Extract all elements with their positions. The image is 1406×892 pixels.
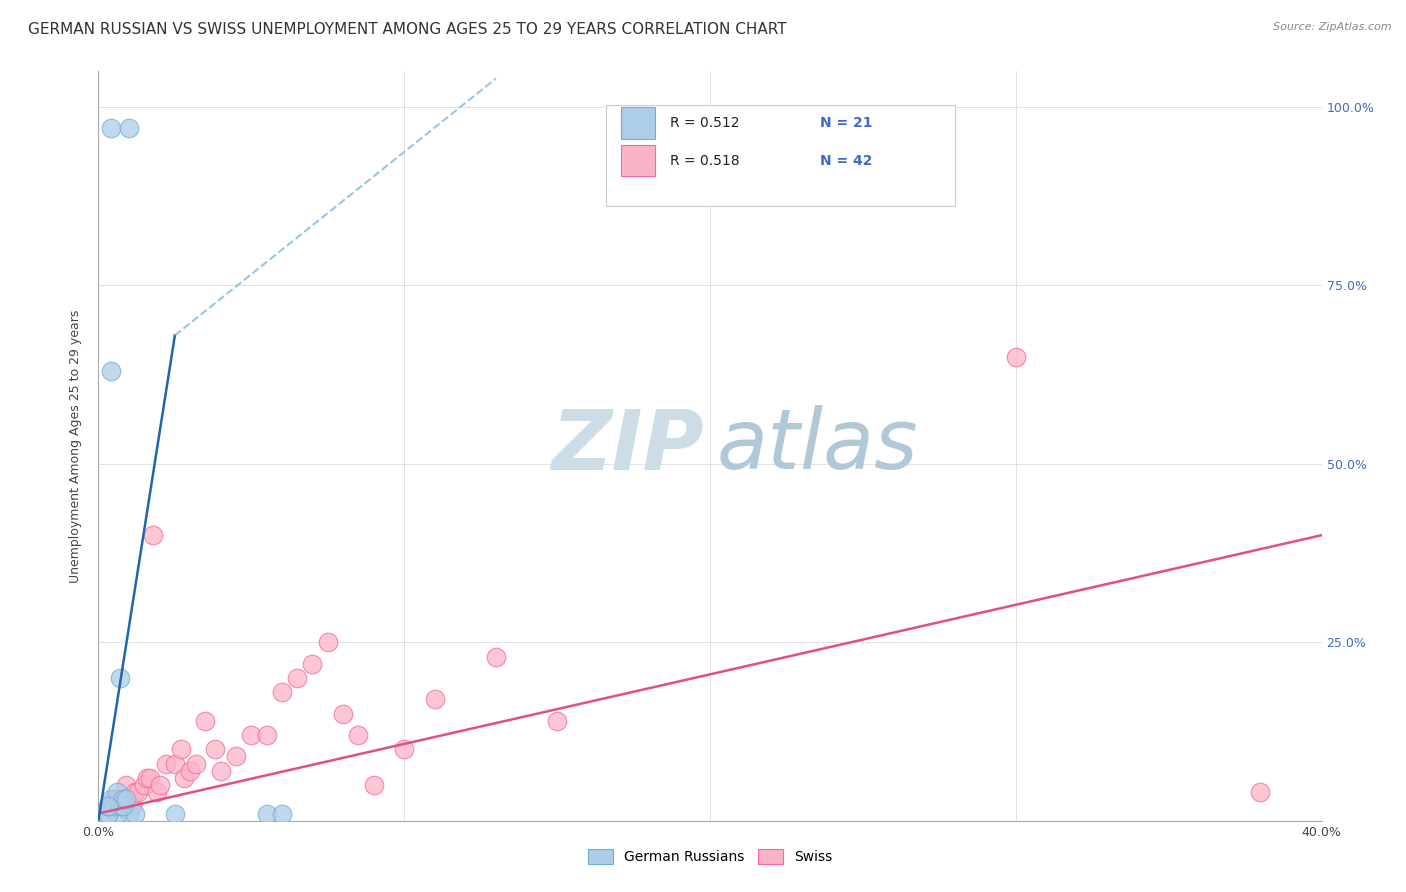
Point	[124, 806, 146, 821]
Point	[423, 692, 446, 706]
Point	[332, 706, 354, 721]
Point	[118, 806, 141, 821]
Point	[100, 792, 122, 806]
Point	[209, 764, 232, 778]
Point	[363, 778, 385, 792]
Point	[139, 771, 162, 785]
Point	[103, 799, 125, 814]
FancyBboxPatch shape	[606, 105, 955, 206]
Point	[256, 728, 278, 742]
Point	[256, 806, 278, 821]
Point	[108, 671, 131, 685]
Point	[136, 771, 159, 785]
Point	[270, 685, 292, 699]
Point	[179, 764, 201, 778]
Point	[111, 799, 134, 814]
Text: Source: ZipAtlas.com: Source: ZipAtlas.com	[1274, 22, 1392, 32]
Text: atlas: atlas	[716, 406, 918, 486]
Legend: German Russians, Swiss: German Russians, Swiss	[582, 844, 838, 870]
Point	[121, 799, 143, 814]
Point	[115, 792, 138, 806]
Point	[111, 792, 134, 806]
Point	[270, 806, 292, 821]
Point	[225, 749, 247, 764]
Point	[118, 792, 141, 806]
Text: ZIP: ZIP	[551, 406, 704, 486]
Point	[97, 799, 120, 814]
Point	[97, 806, 120, 821]
Point	[97, 806, 120, 821]
Text: N = 42: N = 42	[820, 153, 873, 168]
Point	[163, 756, 186, 771]
Point	[186, 756, 208, 771]
Point	[173, 771, 195, 785]
Point	[100, 364, 122, 378]
Point	[170, 742, 193, 756]
Text: GERMAN RUSSIAN VS SWISS UNEMPLOYMENT AMONG AGES 25 TO 29 YEARS CORRELATION CHART: GERMAN RUSSIAN VS SWISS UNEMPLOYMENT AMO…	[28, 22, 787, 37]
Point	[105, 792, 128, 806]
Point	[546, 714, 568, 728]
Y-axis label: Unemployment Among Ages 25 to 29 years: Unemployment Among Ages 25 to 29 years	[69, 310, 83, 582]
Point	[1249, 785, 1271, 799]
FancyBboxPatch shape	[620, 107, 655, 139]
Point	[97, 799, 120, 814]
Point	[155, 756, 177, 771]
Point	[149, 778, 172, 792]
Point	[204, 742, 226, 756]
Point	[347, 728, 370, 742]
Text: R = 0.512: R = 0.512	[669, 116, 740, 130]
Point	[145, 785, 167, 799]
Point	[108, 799, 131, 814]
Point	[301, 657, 323, 671]
Point	[108, 799, 131, 814]
Point	[105, 806, 128, 821]
Point	[163, 806, 186, 821]
Point	[97, 799, 120, 814]
Point	[1004, 350, 1026, 364]
Text: N = 21: N = 21	[820, 116, 873, 130]
Point	[316, 635, 339, 649]
Point	[194, 714, 217, 728]
Text: R = 0.518: R = 0.518	[669, 153, 740, 168]
Point	[240, 728, 263, 742]
Point	[100, 799, 122, 814]
FancyBboxPatch shape	[620, 145, 655, 177]
Point	[100, 121, 122, 136]
Point	[134, 778, 156, 792]
Point	[111, 799, 134, 814]
Point	[127, 785, 149, 799]
Point	[392, 742, 416, 756]
Point	[103, 792, 125, 806]
Point	[285, 671, 308, 685]
Point	[142, 528, 165, 542]
Point	[124, 785, 146, 799]
Point	[105, 785, 128, 799]
Point	[485, 649, 508, 664]
Point	[115, 778, 138, 792]
Point	[118, 121, 141, 136]
